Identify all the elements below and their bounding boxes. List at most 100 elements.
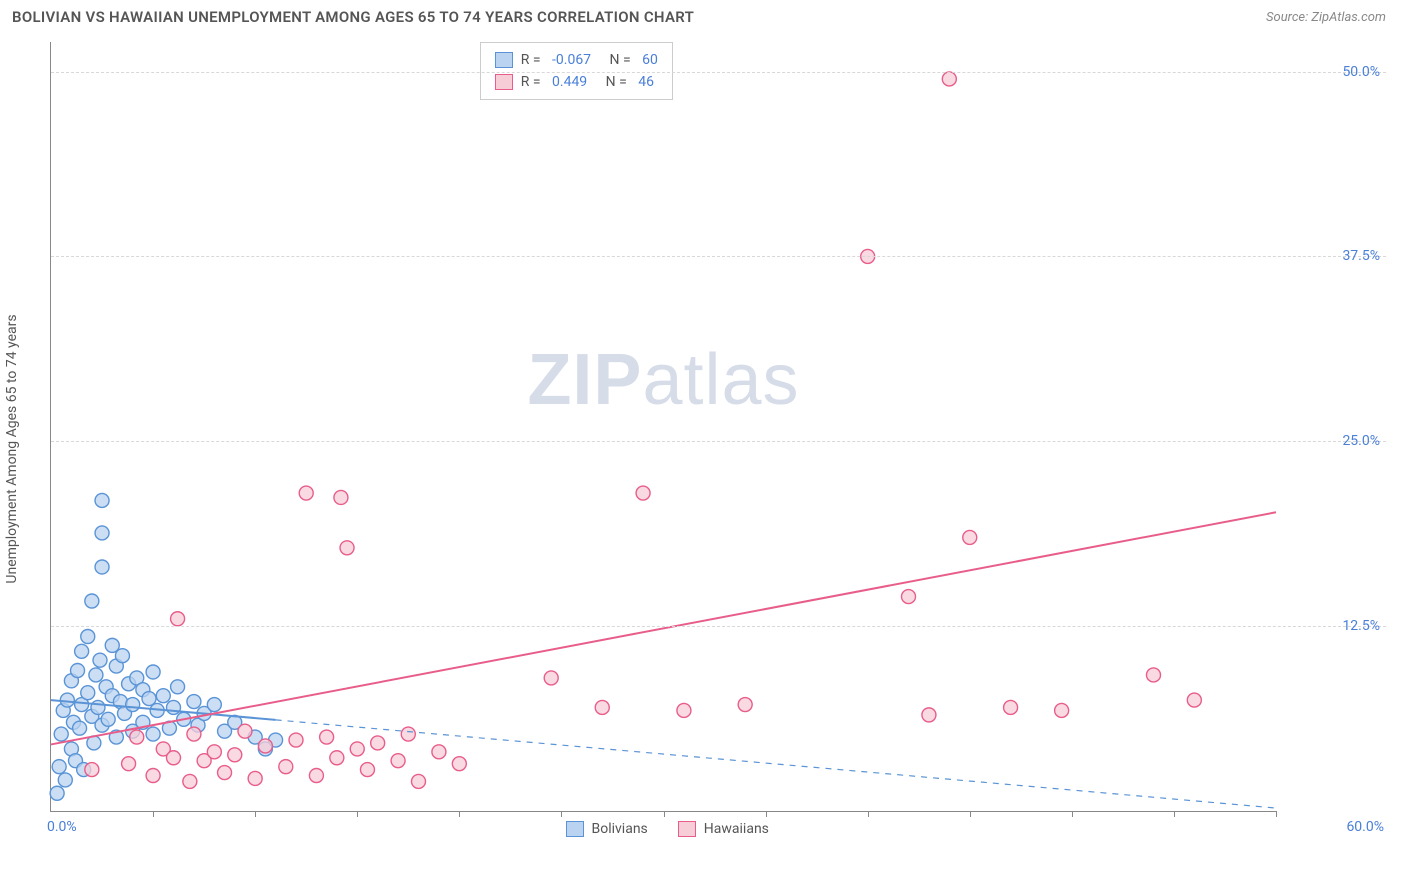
trend-line-extrapolated [276,720,1276,808]
n-label: N = [599,49,634,71]
data-point [963,530,977,544]
data-point [167,700,181,714]
x-tick [970,811,971,817]
data-point [1004,700,1018,714]
data-point [187,695,201,709]
chart-title: BOLIVIAN VS HAWAIIAN UNEMPLOYMENT AMONG … [12,8,694,26]
swatch-bolivians [495,52,513,68]
data-point [228,748,242,762]
plot-area: ZIPatlas R = -0.067 N = 60 R = 0.449 N =… [50,42,1276,812]
x-axis-max-label: 60.0% [1346,819,1384,835]
x-tick [561,811,562,817]
x-tick [868,811,869,817]
data-point [595,700,609,714]
data-point [156,689,170,703]
data-point [391,754,405,768]
data-point [677,703,691,717]
data-point [95,493,109,507]
data-point [85,763,99,777]
gridline [51,256,1386,257]
data-point [258,739,272,753]
y-tick-label: 12.5% [1342,618,1380,634]
data-point [334,490,348,504]
swatch-hawaiians [495,74,513,90]
trend-line [51,512,1276,744]
data-point [218,766,232,780]
data-point [81,686,95,700]
source-attribution: Source: ZipAtlas.com [1266,10,1386,25]
data-point [101,712,115,726]
chart-header: BOLIVIAN VS HAWAIIAN UNEMPLOYMENT AMONG … [0,0,1406,32]
n-value-hawaiians: 46 [638,71,654,93]
data-point [340,541,354,555]
data-point [71,664,85,678]
data-point [360,763,374,777]
data-point [91,700,105,714]
data-point [146,727,160,741]
data-point [93,653,107,667]
data-point [52,760,66,774]
legend-row-hawaiians: R = 0.449 N = 46 [495,71,658,93]
data-point [320,730,334,744]
data-point [636,486,650,500]
data-point [309,769,323,783]
data-point [902,590,916,604]
data-point [81,629,95,643]
data-point [75,644,89,658]
data-point [130,730,144,744]
swatch-hawaiians-icon [678,821,696,837]
data-point [122,757,136,771]
data-point [1147,668,1161,682]
data-point [167,751,181,765]
data-point [922,708,936,722]
data-point [289,733,303,747]
data-point [95,526,109,540]
data-point [89,668,103,682]
data-point [330,751,344,765]
x-tick [1276,811,1277,817]
data-point [544,671,558,685]
data-point [187,727,201,741]
data-point [171,612,185,626]
data-point [942,72,956,86]
data-point [1055,703,1069,717]
scatter-plot-svg [51,42,1276,811]
gridline [51,72,1386,73]
data-point [95,560,109,574]
swatch-bolivians-icon [566,821,584,837]
legend-item-hawaiians: Hawaiians [678,821,769,837]
chart-container: Unemployment Among Ages 65 to 74 years Z… [42,32,1386,850]
data-point [207,698,221,712]
r-label: R = [521,49,544,71]
data-point [126,698,140,712]
data-point [115,649,129,663]
data-point [350,742,364,756]
n-label: N = [595,71,630,93]
data-point [238,724,252,738]
x-tick [664,811,665,817]
data-point [452,757,466,771]
data-point [73,721,87,735]
y-tick-label: 50.0% [1342,64,1380,80]
y-tick-label: 37.5% [1342,248,1380,264]
n-value-bolivians: 60 [642,49,658,71]
legend-row-bolivians: R = -0.067 N = 60 [495,49,658,71]
data-point [85,594,99,608]
data-point [171,680,185,694]
x-tick [766,811,767,817]
data-point [1187,693,1201,707]
x-tick [1174,811,1175,817]
r-value-bolivians: -0.067 [552,49,591,71]
gridline [51,441,1386,442]
x-tick [357,811,358,817]
x-tick [459,811,460,817]
data-point [207,745,221,759]
x-axis-origin-label: 0.0% [47,819,77,835]
data-point [54,727,68,741]
data-point [60,693,74,707]
r-label: R = [521,71,544,93]
data-point [738,698,752,712]
data-point [146,665,160,679]
data-point [299,486,313,500]
data-point [50,786,64,800]
